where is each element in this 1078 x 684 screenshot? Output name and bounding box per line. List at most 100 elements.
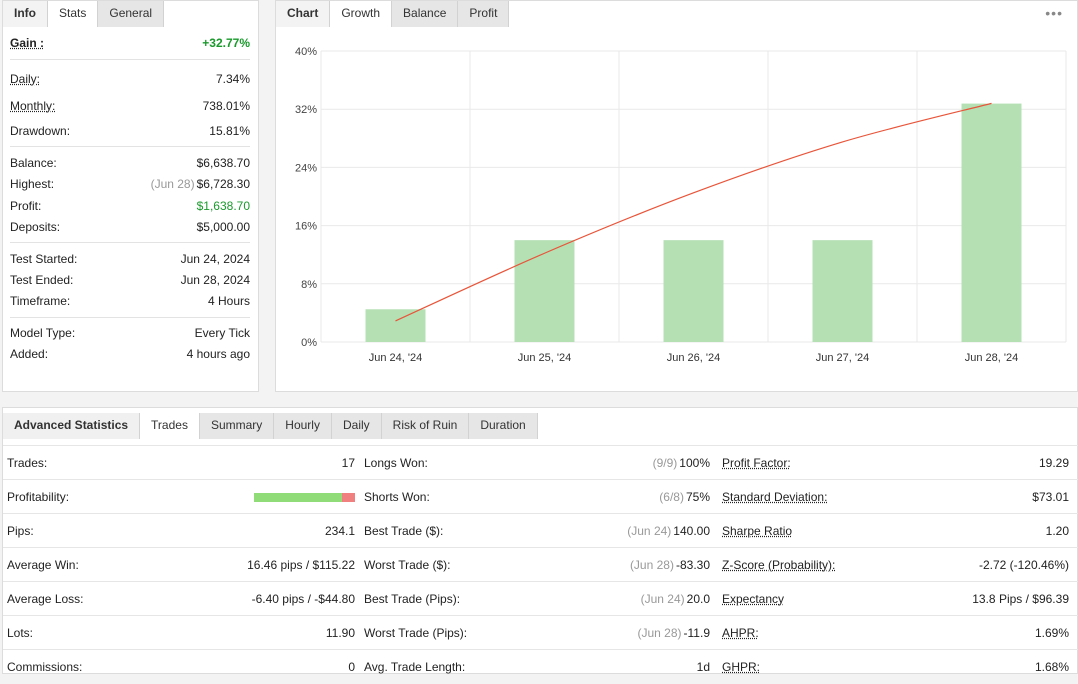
longs-won-value: 100% bbox=[679, 456, 710, 470]
standard-deviation-label[interactable]: Standard Deviation: bbox=[722, 490, 827, 504]
worst-trade-usd-label: Worst Trade ($): bbox=[364, 558, 450, 572]
monthly-row: Monthly: 738.01% bbox=[10, 97, 250, 115]
profitability-bar bbox=[254, 493, 355, 502]
stats-row: Trades: 17 Longs Won: (9/9) 100% Profit Fac… bbox=[3, 445, 1078, 479]
highest-value: $6,728.30 bbox=[197, 177, 250, 191]
daily-label[interactable]: Daily: bbox=[10, 72, 40, 86]
lots-label: Lots: bbox=[7, 626, 33, 640]
best-trade-usd-value: 140.00 bbox=[673, 524, 710, 538]
tab-hourly[interactable]: Hourly bbox=[274, 413, 332, 439]
tab-trades[interactable]: Trades bbox=[140, 413, 200, 439]
daily-row: Daily: 7.34% bbox=[10, 70, 250, 88]
ghpr-value: 1.68% bbox=[1035, 660, 1069, 674]
info-panel: Info Stats General Gain : +32.77% Daily:… bbox=[2, 0, 259, 392]
balance-value: $6,638.70 bbox=[197, 156, 250, 170]
y-tick-label: 40% bbox=[295, 46, 317, 58]
timeframe-value: 4 Hours bbox=[208, 294, 250, 308]
info-tabs: Info Stats General bbox=[3, 1, 164, 27]
balance-row: Balance: $6,638.70 bbox=[10, 154, 250, 172]
trades-value: 17 bbox=[342, 456, 355, 470]
longs-won-label: Longs Won: bbox=[364, 456, 428, 470]
drawdown-label: Drawdown: bbox=[10, 124, 70, 138]
tab-growth[interactable]: Growth bbox=[330, 1, 392, 27]
advanced-statistics-panel: Advanced Statistics Trades Summary Hourl… bbox=[2, 407, 1078, 674]
tab-daily[interactable]: Daily bbox=[332, 413, 382, 439]
y-tick-label: 16% bbox=[295, 221, 317, 233]
tab-chart[interactable]: Chart bbox=[276, 1, 330, 27]
best-trade-usd-date: (Jun 24) bbox=[627, 524, 671, 538]
profit-value: $1,638.70 bbox=[197, 199, 250, 213]
average-win-label: Average Win: bbox=[7, 558, 79, 572]
test-started-row: Test Started: Jun 24, 2024 bbox=[10, 250, 250, 268]
drawdown-value: 15.81% bbox=[209, 124, 250, 138]
added-label: Added: bbox=[10, 347, 48, 361]
tab-profit[interactable]: Profit bbox=[458, 1, 509, 27]
deposits-row: Deposits: $5,000.00 bbox=[10, 218, 250, 236]
longs-won-sub: (9/9) bbox=[653, 456, 678, 470]
x-tick-label: Jun 26, '24 bbox=[667, 352, 720, 364]
z-score-label[interactable]: Z-Score (Probability): bbox=[722, 558, 835, 572]
bar bbox=[515, 240, 575, 342]
test-started-value: Jun 24, 2024 bbox=[181, 252, 250, 266]
ahpr-label[interactable]: AHPR: bbox=[722, 626, 759, 640]
growth-chart: 0% 8% 16% 24% 32% 40% Jun 24, '24 Jun 25, '24 Ju… bbox=[276, 31, 1076, 391]
added-value: 4 hours ago bbox=[187, 347, 250, 361]
shorts-won-value: 75% bbox=[686, 490, 710, 504]
monthly-value: 738.01% bbox=[203, 99, 250, 113]
stats-row: Average Win: 16.46 pips / $115.22 Worst T… bbox=[3, 547, 1078, 581]
more-dots-icon[interactable]: ••• bbox=[1045, 5, 1063, 21]
test-started-label: Test Started: bbox=[10, 252, 77, 266]
drawdown-row: Drawdown: 15.81% bbox=[10, 122, 250, 140]
tab-stats[interactable]: Stats bbox=[48, 1, 98, 27]
highest-date: (Jun 28) bbox=[151, 177, 195, 191]
test-ended-label: Test Ended: bbox=[10, 273, 73, 287]
profit-factor-label[interactable]: Profit Factor: bbox=[722, 456, 791, 470]
model-type-value: Every Tick bbox=[195, 326, 250, 340]
average-loss-label: Average Loss: bbox=[7, 592, 84, 606]
best-trade-pips-value: 20.0 bbox=[687, 592, 710, 606]
profit-row: Profit: $1,638.70 bbox=[10, 197, 250, 215]
model-type-label: Model Type: bbox=[10, 326, 75, 340]
bar bbox=[366, 309, 426, 342]
daily-value: 7.34% bbox=[216, 72, 250, 86]
average-win-value: 16.46 pips / $115.22 bbox=[247, 558, 355, 572]
commissions-value: 0 bbox=[348, 660, 355, 674]
monthly-label[interactable]: Monthly: bbox=[10, 99, 55, 113]
highest-row: Highest: (Jun 28) $6,728.30 bbox=[10, 175, 250, 193]
sharpe-ratio-label[interactable]: Sharpe Ratio bbox=[722, 524, 792, 538]
shorts-won-label: Shorts Won: bbox=[364, 490, 430, 504]
stats-row: Pips: 234.1 Best Trade ($): (Jun 24) 140.00… bbox=[3, 513, 1078, 547]
profitability-label: Profitability: bbox=[7, 490, 69, 504]
added-row: Added: 4 hours ago bbox=[10, 345, 250, 363]
ghpr-label[interactable]: GHPR: bbox=[722, 660, 760, 674]
chart-panel: Chart Growth Balance Profit ••• 0% 8% 16% 2… bbox=[275, 0, 1078, 392]
tab-advanced-statistics[interactable]: Advanced Statistics bbox=[3, 413, 140, 439]
stats-row: Profitability: Shorts Won: (6/8) 75% Stand… bbox=[3, 479, 1078, 513]
divider bbox=[10, 59, 250, 60]
divider bbox=[10, 146, 250, 147]
gain-label[interactable]: Gain : bbox=[10, 36, 44, 50]
tab-duration[interactable]: Duration bbox=[469, 413, 537, 439]
stats-row: Lots: 11.90 Worst Trade (Pips): (Jun 28) -1… bbox=[3, 615, 1078, 649]
tab-risk-of-ruin[interactable]: Risk of Ruin bbox=[382, 413, 470, 439]
chart-tabs: Chart Growth Balance Profit bbox=[276, 1, 509, 27]
trades-label: Trades: bbox=[7, 456, 47, 470]
deposits-label: Deposits: bbox=[10, 220, 60, 234]
y-tick-label: 32% bbox=[295, 104, 317, 116]
worst-trade-usd-value: -83.30 bbox=[676, 558, 710, 572]
profitability-won-fill bbox=[254, 493, 342, 502]
expectancy-value: 13.8 Pips / $96.39 bbox=[972, 592, 1069, 606]
deposits-value: $5,000.00 bbox=[197, 220, 250, 234]
timeframe-row: Timeframe: 4 Hours bbox=[10, 292, 250, 310]
x-tick-label: Jun 24, '24 bbox=[369, 352, 422, 364]
expectancy-label[interactable]: Expectancy bbox=[722, 592, 784, 606]
tab-general[interactable]: General bbox=[98, 1, 164, 27]
sharpe-ratio-value: 1.20 bbox=[1046, 524, 1069, 538]
test-ended-value: Jun 28, 2024 bbox=[181, 273, 250, 287]
stats-row: Commissions: 0 Avg. Trade Length: 1d GHPR:… bbox=[3, 649, 1078, 683]
worst-trade-usd-date: (Jun 28) bbox=[630, 558, 674, 572]
pips-label: Pips: bbox=[7, 524, 34, 538]
tab-summary[interactable]: Summary bbox=[200, 413, 274, 439]
tab-info[interactable]: Info bbox=[3, 1, 48, 27]
tab-balance[interactable]: Balance bbox=[392, 1, 458, 27]
